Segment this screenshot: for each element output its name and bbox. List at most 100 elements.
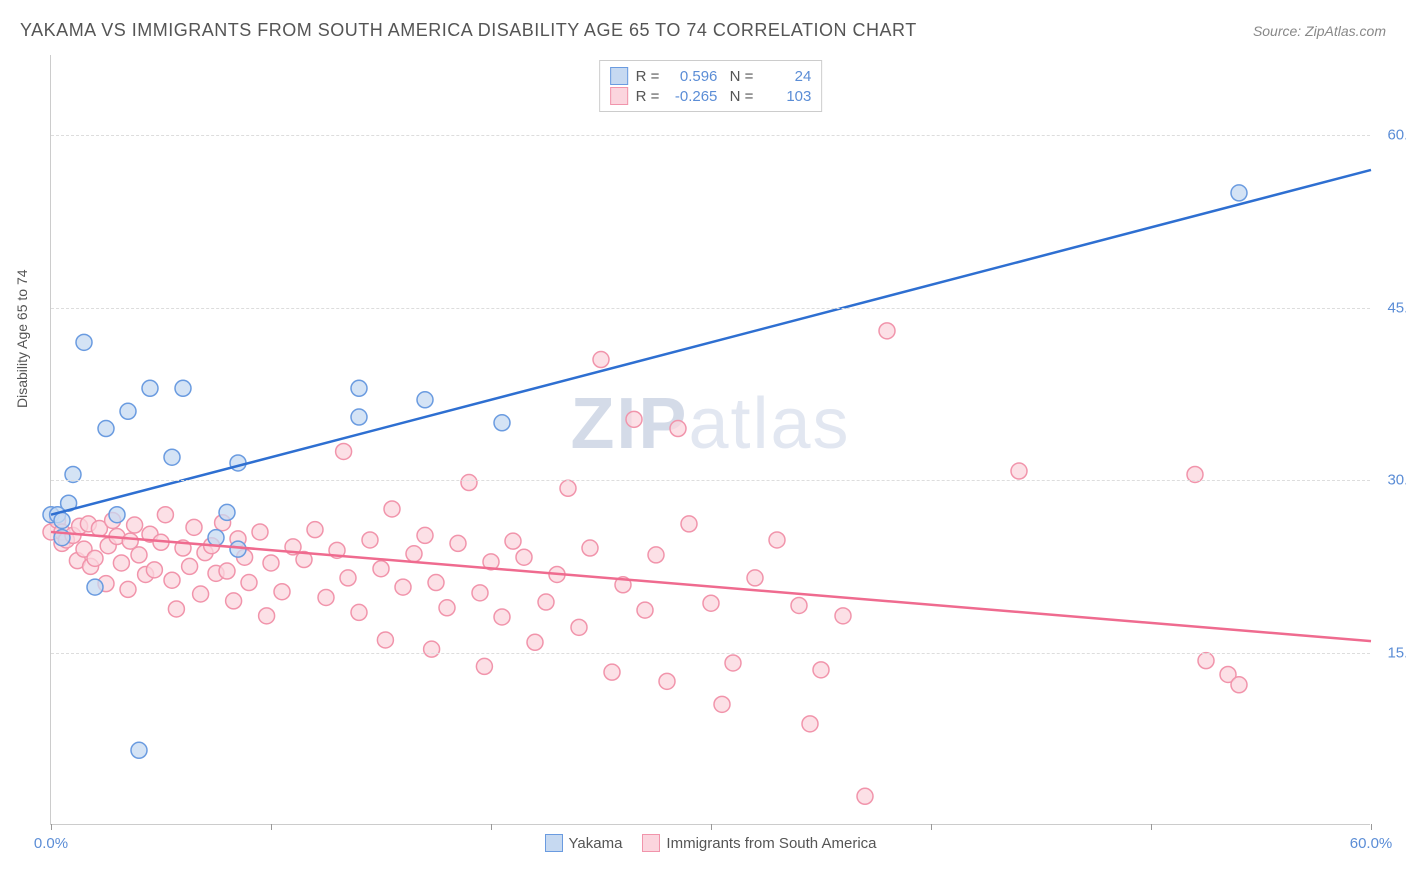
series-legend: Yakama Immigrants from South America	[545, 834, 877, 852]
scatter-point	[164, 572, 180, 588]
scatter-point	[1231, 677, 1247, 693]
scatter-point	[747, 570, 763, 586]
scatter-point	[670, 421, 686, 437]
scatter-point	[98, 421, 114, 437]
scatter-point	[259, 608, 275, 624]
scatter-point	[582, 540, 598, 556]
scatter-point	[725, 655, 741, 671]
scatter-point	[219, 504, 235, 520]
scatter-point	[560, 480, 576, 496]
x-tick-label: 60.0%	[1350, 835, 1393, 852]
scatter-plot-svg	[51, 55, 1370, 824]
scatter-point	[791, 597, 807, 613]
n-value: 103	[761, 88, 811, 105]
gridline	[51, 480, 1370, 481]
scatter-point	[87, 550, 103, 566]
scatter-point	[648, 547, 664, 563]
scatter-point	[307, 522, 323, 538]
legend-swatch-icon	[545, 834, 563, 852]
scatter-point	[351, 409, 367, 425]
legend-label: Immigrants from South America	[666, 835, 876, 852]
scatter-point	[516, 549, 532, 565]
regression-line	[51, 170, 1371, 515]
scatter-point	[120, 403, 136, 419]
scatter-point	[637, 602, 653, 618]
scatter-point	[813, 662, 829, 678]
scatter-point	[241, 575, 257, 591]
scatter-point	[263, 555, 279, 571]
scatter-point	[168, 601, 184, 617]
scatter-point	[122, 533, 138, 549]
n-label: N =	[725, 88, 753, 105]
x-tick-mark	[271, 824, 272, 830]
scatter-point	[164, 449, 180, 465]
scatter-point	[681, 516, 697, 532]
scatter-point	[571, 619, 587, 635]
scatter-point	[714, 696, 730, 712]
scatter-point	[626, 411, 642, 427]
scatter-point	[659, 673, 675, 689]
legend-swatch-icon	[610, 87, 628, 105]
scatter-point	[384, 501, 400, 517]
scatter-point	[1011, 463, 1027, 479]
r-label: R =	[636, 88, 660, 105]
scatter-point	[377, 632, 393, 648]
scatter-point	[494, 609, 510, 625]
scatter-point	[538, 594, 554, 610]
scatter-point	[226, 593, 242, 609]
gridline	[51, 308, 1370, 309]
scatter-point	[109, 507, 125, 523]
scatter-point	[703, 595, 719, 611]
scatter-point	[76, 334, 92, 350]
y-tick-label: 30.0%	[1387, 472, 1406, 489]
n-value: 24	[761, 68, 811, 85]
scatter-point	[450, 535, 466, 551]
n-label: N =	[725, 68, 753, 85]
stats-legend-row: R = -0.265 N = 103	[610, 87, 812, 105]
y-tick-label: 15.0%	[1387, 644, 1406, 661]
scatter-point	[439, 600, 455, 616]
r-label: R =	[636, 68, 660, 85]
scatter-point	[127, 517, 143, 533]
legend-item: Yakama	[545, 834, 623, 852]
scatter-point	[835, 608, 851, 624]
scatter-point	[131, 547, 147, 563]
scatter-point	[373, 561, 389, 577]
x-tick-label: 0.0%	[34, 835, 68, 852]
scatter-point	[802, 716, 818, 732]
r-value: 0.596	[667, 68, 717, 85]
scatter-point	[472, 585, 488, 601]
scatter-point	[193, 586, 209, 602]
scatter-point	[604, 664, 620, 680]
scatter-point	[336, 443, 352, 459]
scatter-point	[527, 634, 543, 650]
scatter-point	[157, 507, 173, 523]
x-tick-mark	[711, 824, 712, 830]
x-tick-mark	[51, 824, 52, 830]
scatter-point	[461, 475, 477, 491]
scatter-point	[395, 579, 411, 595]
scatter-point	[113, 555, 129, 571]
scatter-point	[208, 530, 224, 546]
source-attribution: Source: ZipAtlas.com	[1253, 23, 1386, 39]
scatter-point	[54, 512, 70, 528]
scatter-point	[505, 533, 521, 549]
scatter-point	[494, 415, 510, 431]
chart-title: YAKAMA VS IMMIGRANTS FROM SOUTH AMERICA …	[20, 20, 917, 41]
scatter-point	[1198, 653, 1214, 669]
r-value: -0.265	[667, 88, 717, 105]
y-tick-label: 60.0%	[1387, 127, 1406, 144]
y-tick-label: 45.0%	[1387, 299, 1406, 316]
scatter-point	[131, 742, 147, 758]
scatter-point	[769, 532, 785, 548]
stats-legend: R = 0.596 N = 24 R = -0.265 N = 103	[599, 60, 823, 112]
legend-swatch-icon	[610, 67, 628, 85]
scatter-point	[351, 380, 367, 396]
scatter-point	[318, 589, 334, 605]
legend-label: Yakama	[569, 835, 623, 852]
scatter-point	[406, 546, 422, 562]
scatter-point	[142, 380, 158, 396]
scatter-point	[1231, 185, 1247, 201]
legend-item: Immigrants from South America	[642, 834, 876, 852]
stats-legend-row: R = 0.596 N = 24	[610, 67, 812, 85]
